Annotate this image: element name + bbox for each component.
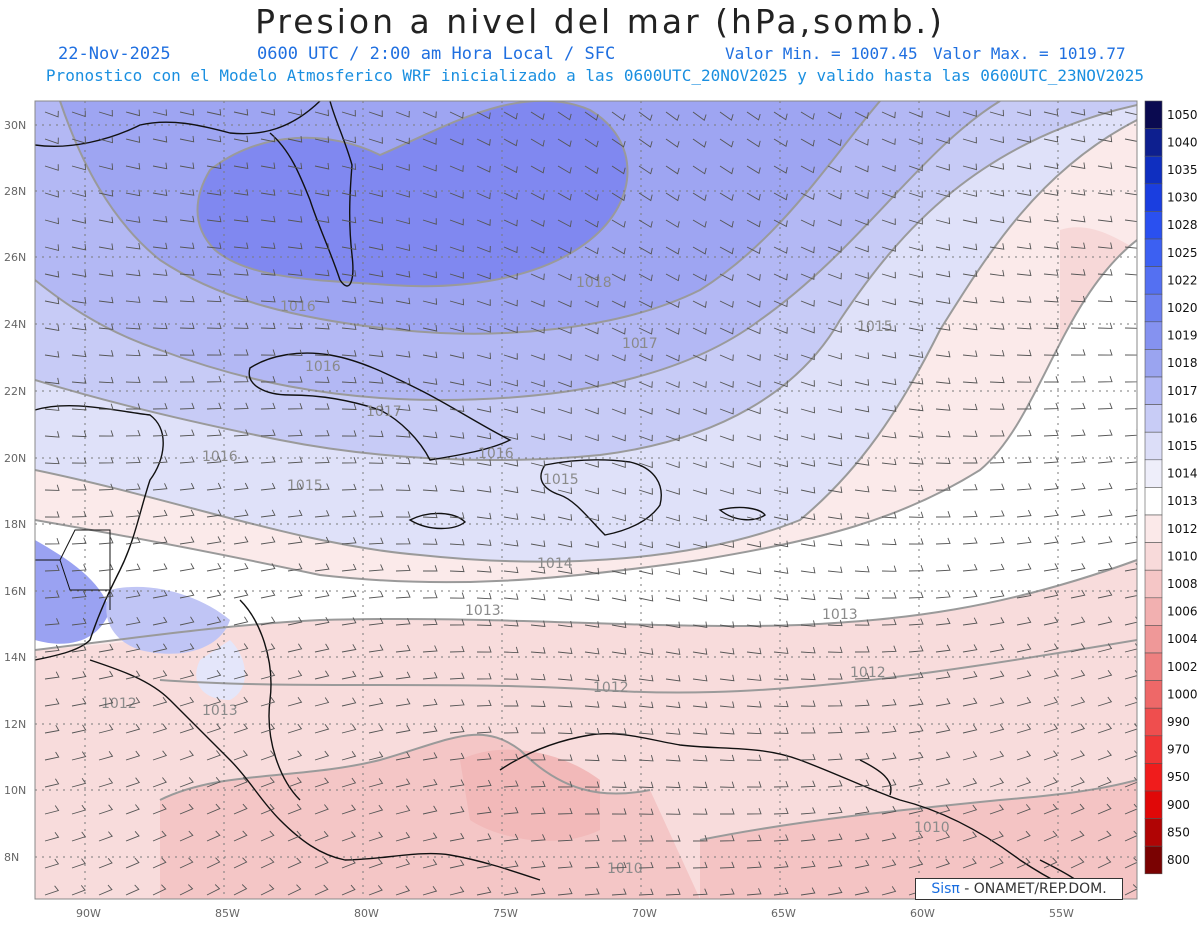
colorbar-swatch <box>1145 349 1162 377</box>
contour-label: 1018 <box>576 275 612 291</box>
colorbar-swatch <box>1145 211 1162 239</box>
contour-label: 1017 <box>622 336 658 352</box>
colorbar-label: 1002 <box>1167 660 1198 674</box>
colorbar-swatch <box>1145 681 1162 709</box>
latitude-labels: 30N 28N 26N 24N 22N 20N 18N 16N 14N 12N … <box>4 119 26 864</box>
colorbar-swatch <box>1145 846 1162 874</box>
colorbar-label: 1018 <box>1167 356 1198 370</box>
pressure-field: 1018 1016 1015 1017 1016 1017 1016 1016 … <box>35 101 1139 899</box>
colorbar-label: 1020 <box>1167 301 1198 315</box>
colorbar-label: 1010 <box>1167 549 1198 563</box>
colorbar-label: 1022 <box>1167 273 1198 287</box>
colorbar-swatch <box>1145 294 1162 322</box>
contour-label: 1016 <box>478 446 514 462</box>
lat-label: 16N <box>4 585 26 598</box>
colorbar-swatch <box>1145 432 1162 460</box>
colorbar-label: 1035 <box>1167 163 1198 177</box>
longitude-labels: 90W 85W 80W 75W 70W 65W 60W 55W <box>76 907 1074 920</box>
colorbar-label: 990 <box>1167 715 1190 729</box>
contour-label: 1010 <box>914 820 950 836</box>
credit-brand: Sis <box>931 881 951 897</box>
colorbar-label: 850 <box>1167 825 1190 839</box>
colorbar-label: 1006 <box>1167 605 1198 619</box>
colorbar-label: 1050 <box>1167 108 1198 122</box>
colorbar-label: 1028 <box>1167 218 1198 232</box>
lon-label: 70W <box>632 907 657 920</box>
contour-label: 1014 <box>537 556 573 572</box>
colorbar-label: 1012 <box>1167 522 1198 536</box>
colorbar-swatch <box>1145 460 1162 488</box>
colorbar-label: 1030 <box>1167 191 1198 205</box>
colorbar: 1050 1040 1035 1030 1028 1025 1022 1020 1019 1018… <box>1145 101 1198 874</box>
colorbar-swatch <box>1145 405 1162 433</box>
lon-label: 65W <box>771 907 796 920</box>
colorbar-swatch <box>1145 156 1162 184</box>
colorbar-label: 800 <box>1167 853 1190 867</box>
contour-label: 1015 <box>543 472 579 488</box>
colorbar-swatch <box>1145 819 1162 847</box>
contour-label: 1017 <box>366 404 402 420</box>
colorbar-label: 1013 <box>1167 494 1198 508</box>
colorbar-swatch <box>1145 598 1162 626</box>
lon-label: 80W <box>354 907 379 920</box>
colorbar-swatch <box>1145 101 1162 129</box>
colorbar-label: 900 <box>1167 798 1190 812</box>
colorbar-swatch <box>1145 239 1162 267</box>
colorbar-label: 1017 <box>1167 384 1198 398</box>
colorbar-swatch <box>1145 267 1162 295</box>
credit-text: - ONAMET/REP.DOM. <box>960 881 1107 897</box>
lat-label: 26N <box>4 251 26 264</box>
colorbar-swatch <box>1145 653 1162 681</box>
colorbar-swatch <box>1145 708 1162 736</box>
colorbar-label: 1015 <box>1167 439 1198 453</box>
lat-label: 30N <box>4 119 26 132</box>
credit-box: Sisπ - ONAMET/REP.DOM. <box>915 878 1123 900</box>
colorbar-swatch <box>1145 763 1162 791</box>
contour-label: 1012 <box>593 680 629 696</box>
colorbar-label: 1008 <box>1167 577 1198 591</box>
lat-label: 22N <box>4 385 26 398</box>
colorbar-swatch <box>1145 543 1162 571</box>
contour-label: 1013 <box>202 703 238 719</box>
contour-label: 1013 <box>822 607 858 623</box>
colorbar-label: 1019 <box>1167 329 1198 343</box>
lon-label: 90W <box>76 907 101 920</box>
lon-label: 60W <box>910 907 935 920</box>
colorbar-swatch <box>1145 377 1162 405</box>
colorbar-swatch <box>1145 570 1162 598</box>
lat-label: 28N <box>4 185 26 198</box>
colorbar-label: 1014 <box>1167 467 1198 481</box>
colorbar-swatch <box>1145 129 1162 157</box>
lon-label: 85W <box>215 907 240 920</box>
colorbar-swatch <box>1145 515 1162 543</box>
colorbar-swatch <box>1145 736 1162 764</box>
colorbar-swatch <box>1145 322 1162 350</box>
lon-label: 75W <box>493 907 518 920</box>
contour-label: 1015 <box>287 478 323 494</box>
lat-label: 20N <box>4 452 26 465</box>
colorbar-swatch <box>1145 184 1162 212</box>
lon-label: 55W <box>1049 907 1074 920</box>
colorbar-swatch <box>1145 791 1162 819</box>
colorbar-label: 950 <box>1167 770 1190 784</box>
colorbar-label: 1040 <box>1167 135 1198 149</box>
lat-label: 10N <box>4 784 26 797</box>
contour-label: 1013 <box>465 603 501 619</box>
colorbar-label: 1000 <box>1167 687 1198 701</box>
colorbar-label: 1016 <box>1167 411 1198 425</box>
contour-label: 1015 <box>857 319 893 335</box>
lat-label: 12N <box>4 718 26 731</box>
lat-label: 24N <box>4 318 26 331</box>
colorbar-swatch <box>1145 625 1162 653</box>
lat-label: 14N <box>4 651 26 664</box>
contour-label: 1016 <box>305 359 341 375</box>
colorbar-label: 1025 <box>1167 246 1198 260</box>
colorbar-label: 1004 <box>1167 632 1198 646</box>
lat-label: 18N <box>4 518 26 531</box>
lat-label: 8N <box>4 851 19 864</box>
pi-symbol: π <box>951 881 959 897</box>
colorbar-label: 970 <box>1167 743 1190 757</box>
colorbar-swatch <box>1145 487 1162 515</box>
